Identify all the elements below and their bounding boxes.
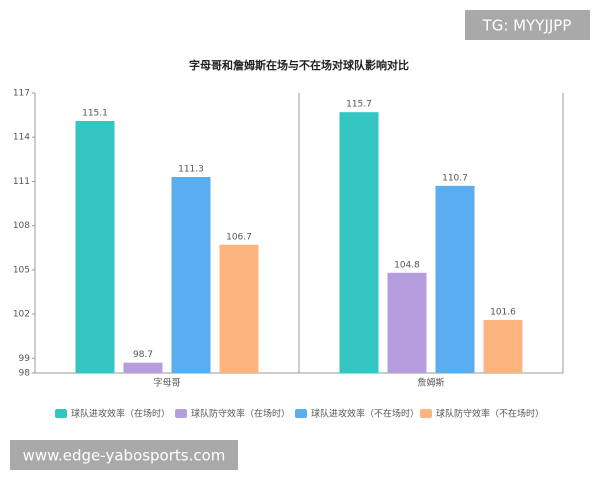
legend-swatch [420,409,432,418]
x-tick-label: 字母哥 [153,377,180,389]
legend-swatch [295,409,307,418]
legend-swatch [175,409,187,418]
chart-title: 字母哥和詹姆斯在场与不在场对球队影响对比 [189,58,409,72]
legend-swatch [55,409,67,418]
y-tick-label: 114 [13,133,30,143]
y-tick-label: 98 [19,369,31,379]
watermark: TG: MYYJJPP [482,17,572,35]
y-tick-label: 102 [13,310,30,320]
y-tick-label: 105 [13,265,30,275]
bar [339,112,379,373]
value-label: 110.7 [442,173,468,183]
value-label: 115.7 [346,100,372,110]
y-tick-label: 111 [13,177,30,187]
legend-label: 球队进攻效率（在场时） [71,408,170,420]
value-label: 111.3 [178,165,204,175]
bar [435,185,475,373]
value-label: 104.8 [394,260,420,270]
x-tick-label: 詹姆斯 [417,377,444,389]
bar [219,244,259,373]
watermark-box [10,440,238,470]
y-tick-label: 117 [13,89,30,99]
y-tick-label: 99 [19,354,31,364]
value-label: 115.1 [82,109,108,119]
value-label: 98.7 [133,350,153,360]
watermark-box [465,10,590,40]
legend-label: 球队防守效率（不在场时） [436,408,544,420]
value-label: 106.7 [226,232,252,242]
value-label: 101.6 [490,307,516,317]
bar [171,177,211,373]
y-tick-label: 108 [13,221,30,231]
bar [75,121,115,373]
bar [483,319,523,373]
watermark: www.edge-yabosports.com [23,447,226,465]
bar [387,272,427,373]
bar [123,362,163,373]
legend-label: 球队进攻效率（不在场时） [311,408,419,420]
legend-label: 球队防守效率（在场时） [191,408,290,420]
